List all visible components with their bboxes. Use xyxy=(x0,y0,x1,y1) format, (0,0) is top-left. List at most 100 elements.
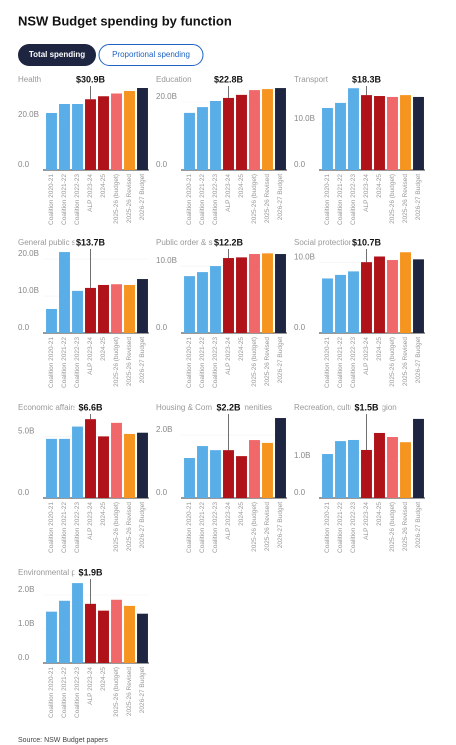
bar xyxy=(197,107,208,170)
x-tick-label: ALP 2023-24 xyxy=(87,502,94,540)
bar xyxy=(98,436,109,498)
bar xyxy=(374,96,385,170)
y-tick-label: 0.0 xyxy=(156,323,168,332)
bar xyxy=(322,107,333,170)
x-tick-label: Coalition 2021-22 xyxy=(337,174,344,225)
x-tick-label: 2025-26 (budget) xyxy=(113,174,120,224)
y-tick-label: 0.0 xyxy=(18,160,30,169)
x-tick-label: Coalition 2022-23 xyxy=(212,502,219,553)
x-tick-label: Coalition 2022-23 xyxy=(350,174,357,225)
x-tick-label: 2025-26 Revised xyxy=(264,502,271,552)
x-tick-label: 2026-27 Budget xyxy=(139,667,146,713)
x-tick-label: 2025-26 Revised xyxy=(264,337,271,387)
bar xyxy=(85,419,96,498)
x-tick-label: Coalition 2021-22 xyxy=(337,337,344,388)
panel-title: Education xyxy=(156,75,192,84)
bar xyxy=(210,266,221,333)
x-tick-label: ALP 2023-24 xyxy=(225,337,232,375)
x-tick-label: 2026-27 Budget xyxy=(139,174,146,220)
panel-title: Recreation, culture & religion xyxy=(294,403,397,412)
bar xyxy=(111,599,122,663)
bar xyxy=(59,438,70,498)
annotation: $1.9B xyxy=(78,567,103,577)
x-tick-label: 2024-25 xyxy=(100,667,107,691)
x-tick-label: 2025-26 (budget) xyxy=(251,502,258,552)
x-tick-label: 2024-25 xyxy=(238,502,245,526)
tab[interactable] xyxy=(98,44,204,66)
bar xyxy=(72,583,83,663)
bar xyxy=(111,422,122,498)
x-tick-label: Coalition 2021-22 xyxy=(61,502,68,553)
x-tick-label: Coalition 2020-21 xyxy=(48,174,55,225)
x-tick-label: Coalition 2020-21 xyxy=(48,502,55,553)
y-tick-label: 10.0B xyxy=(156,256,177,265)
tab-label[interactable]: Total spending xyxy=(29,50,85,59)
tab-active[interactable] xyxy=(18,44,96,66)
x-tick-label: 2025-26 (budget) xyxy=(251,337,258,387)
x-tick-label: ALP 2023-24 xyxy=(363,502,370,540)
bar xyxy=(236,94,247,170)
bar xyxy=(46,611,57,663)
bar xyxy=(322,278,333,333)
bar xyxy=(262,442,273,498)
x-tick-label: 2025-26 (budget) xyxy=(389,337,396,387)
bar xyxy=(124,605,135,663)
annotation: $10.7B xyxy=(352,237,382,247)
x-tick-label: Coalition 2020-21 xyxy=(324,502,331,553)
bar xyxy=(275,418,286,498)
annotation-bg xyxy=(350,238,383,248)
bar xyxy=(348,439,359,498)
x-tick-label: Coalition 2020-21 xyxy=(324,337,331,388)
x-tick-label: Coalition 2021-22 xyxy=(61,667,68,718)
x-tick-label: Coalition 2020-21 xyxy=(48,667,55,718)
y-tick-label: 0.0 xyxy=(294,323,306,332)
x-tick-label: ALP 2023-24 xyxy=(363,174,370,212)
x-tick-label: 2026-27 Budget xyxy=(139,337,146,383)
bar xyxy=(85,99,96,170)
y-tick-label: 0.0 xyxy=(156,488,168,497)
x-tick-label: ALP 2023-24 xyxy=(87,667,94,705)
bar xyxy=(249,254,260,333)
page-title: NSW Budget spending by function xyxy=(18,13,232,28)
x-tick-label: 2025-26 (budget) xyxy=(389,502,396,552)
tab-label[interactable]: Proportional spending xyxy=(112,50,190,59)
bar xyxy=(249,90,260,170)
x-tick-label: 2025-26 (budget) xyxy=(113,667,120,717)
x-tick-label: 2025-26 Revised xyxy=(402,337,409,387)
bar xyxy=(59,252,70,333)
bar xyxy=(85,287,96,333)
bar xyxy=(124,91,135,170)
bar xyxy=(59,104,70,170)
bar xyxy=(361,262,372,333)
x-tick-label: 2025-26 Revised xyxy=(264,174,271,224)
x-tick-label: 2024-25 xyxy=(238,174,245,198)
bar xyxy=(72,426,83,498)
annotation-bg xyxy=(74,75,107,85)
annotation: $30.9B xyxy=(76,74,106,84)
bar xyxy=(85,603,96,663)
bar xyxy=(197,446,208,498)
bar xyxy=(322,454,333,498)
bar xyxy=(111,284,122,333)
bar xyxy=(413,96,424,170)
x-tick-label: Coalition 2020-21 xyxy=(186,502,193,553)
bar xyxy=(400,442,411,498)
bar xyxy=(197,272,208,333)
y-tick-label: 10.0B xyxy=(294,114,315,123)
x-tick-label: ALP 2023-24 xyxy=(225,174,232,212)
bar xyxy=(335,102,346,170)
y-tick-label: 0.0 xyxy=(18,323,30,332)
y-tick-label: 10.0B xyxy=(294,252,315,261)
x-tick-label: ALP 2023-24 xyxy=(87,174,94,212)
bar xyxy=(387,437,398,498)
x-tick-label: 2025-26 (budget) xyxy=(113,337,120,387)
y-tick-label: 0.0 xyxy=(156,160,168,169)
bar xyxy=(111,93,122,170)
annotation: $12.2B xyxy=(214,237,244,247)
x-tick-label: Coalition 2021-22 xyxy=(337,502,344,553)
bar xyxy=(236,456,247,498)
annotation: $6.6B xyxy=(78,402,103,412)
x-tick-label: 2025-26 Revised xyxy=(402,174,409,224)
bar xyxy=(275,88,286,170)
